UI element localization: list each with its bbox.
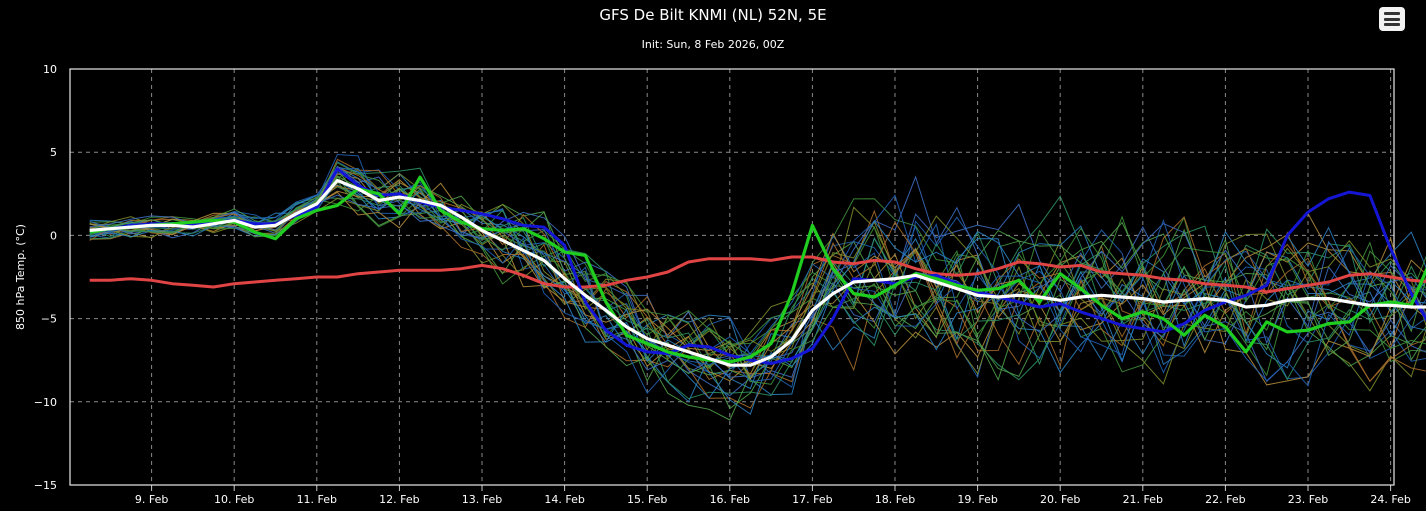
series-line-climate [89,255,1426,294]
x-tick-label: 18. Feb [875,493,915,506]
ensemble-member-line [89,194,1426,374]
ensemble-member-line [89,172,1426,397]
series-line-control [89,175,1426,364]
y-tick-label: 10 [43,63,57,76]
y-tick-label: −5 [41,313,57,326]
x-tick-label: 24. Feb [1370,493,1410,506]
x-tick-label: 15. Feb [627,493,667,506]
x-tick-label: 13. Feb [462,493,502,506]
y-tick-label: −15 [34,479,57,492]
ensemble-member-line [89,153,1426,394]
chart-title: GFS De Bilt KNMI (NL) 52N, 5E [599,6,827,24]
ensemble-member-line [89,167,1426,377]
x-tick-label: 16. Feb [710,493,750,506]
ensemble-member-line [89,173,1426,370]
y-axis-label: 850 hPa Temp. (°C) [14,224,27,330]
ensemble-member-line [89,188,1426,385]
x-tick-label: 17. Feb [792,493,832,506]
x-tick-label: 14. Feb [544,493,584,506]
ensemble-member-line [89,168,1426,392]
x-tick-label: 20. Feb [1040,493,1080,506]
x-tick-label: 12. Feb [379,493,419,506]
ensemble-member-line [89,175,1426,410]
series-line-mean [89,178,1426,367]
x-tick-label: 21. Feb [1123,493,1163,506]
ensemble-member-line [89,182,1426,382]
ensemble-member-line [89,184,1426,400]
hamburger-menu-icon[interactable] [1379,7,1405,31]
x-tick-label: 22. Feb [1205,493,1245,506]
chart-subtitle: Init: Sun, 8 Feb 2026, 00Z [641,38,785,51]
x-tick-label: 19. Feb [957,493,997,506]
x-tick-label: 9. Feb [135,493,168,506]
x-tick-label: 23. Feb [1288,493,1328,506]
y-tick-label: 0 [50,229,57,242]
y-tick-label: −10 [34,396,57,409]
ensemble-member-line [89,179,1426,409]
x-tick-label: 11. Feb [297,493,337,506]
y-tick-label: 5 [50,146,57,159]
x-tick-label: 10. Feb [214,493,254,506]
ensemble-member-line [89,182,1426,386]
ensemble-member-line [89,162,1426,385]
series-line-operational [89,167,1426,365]
